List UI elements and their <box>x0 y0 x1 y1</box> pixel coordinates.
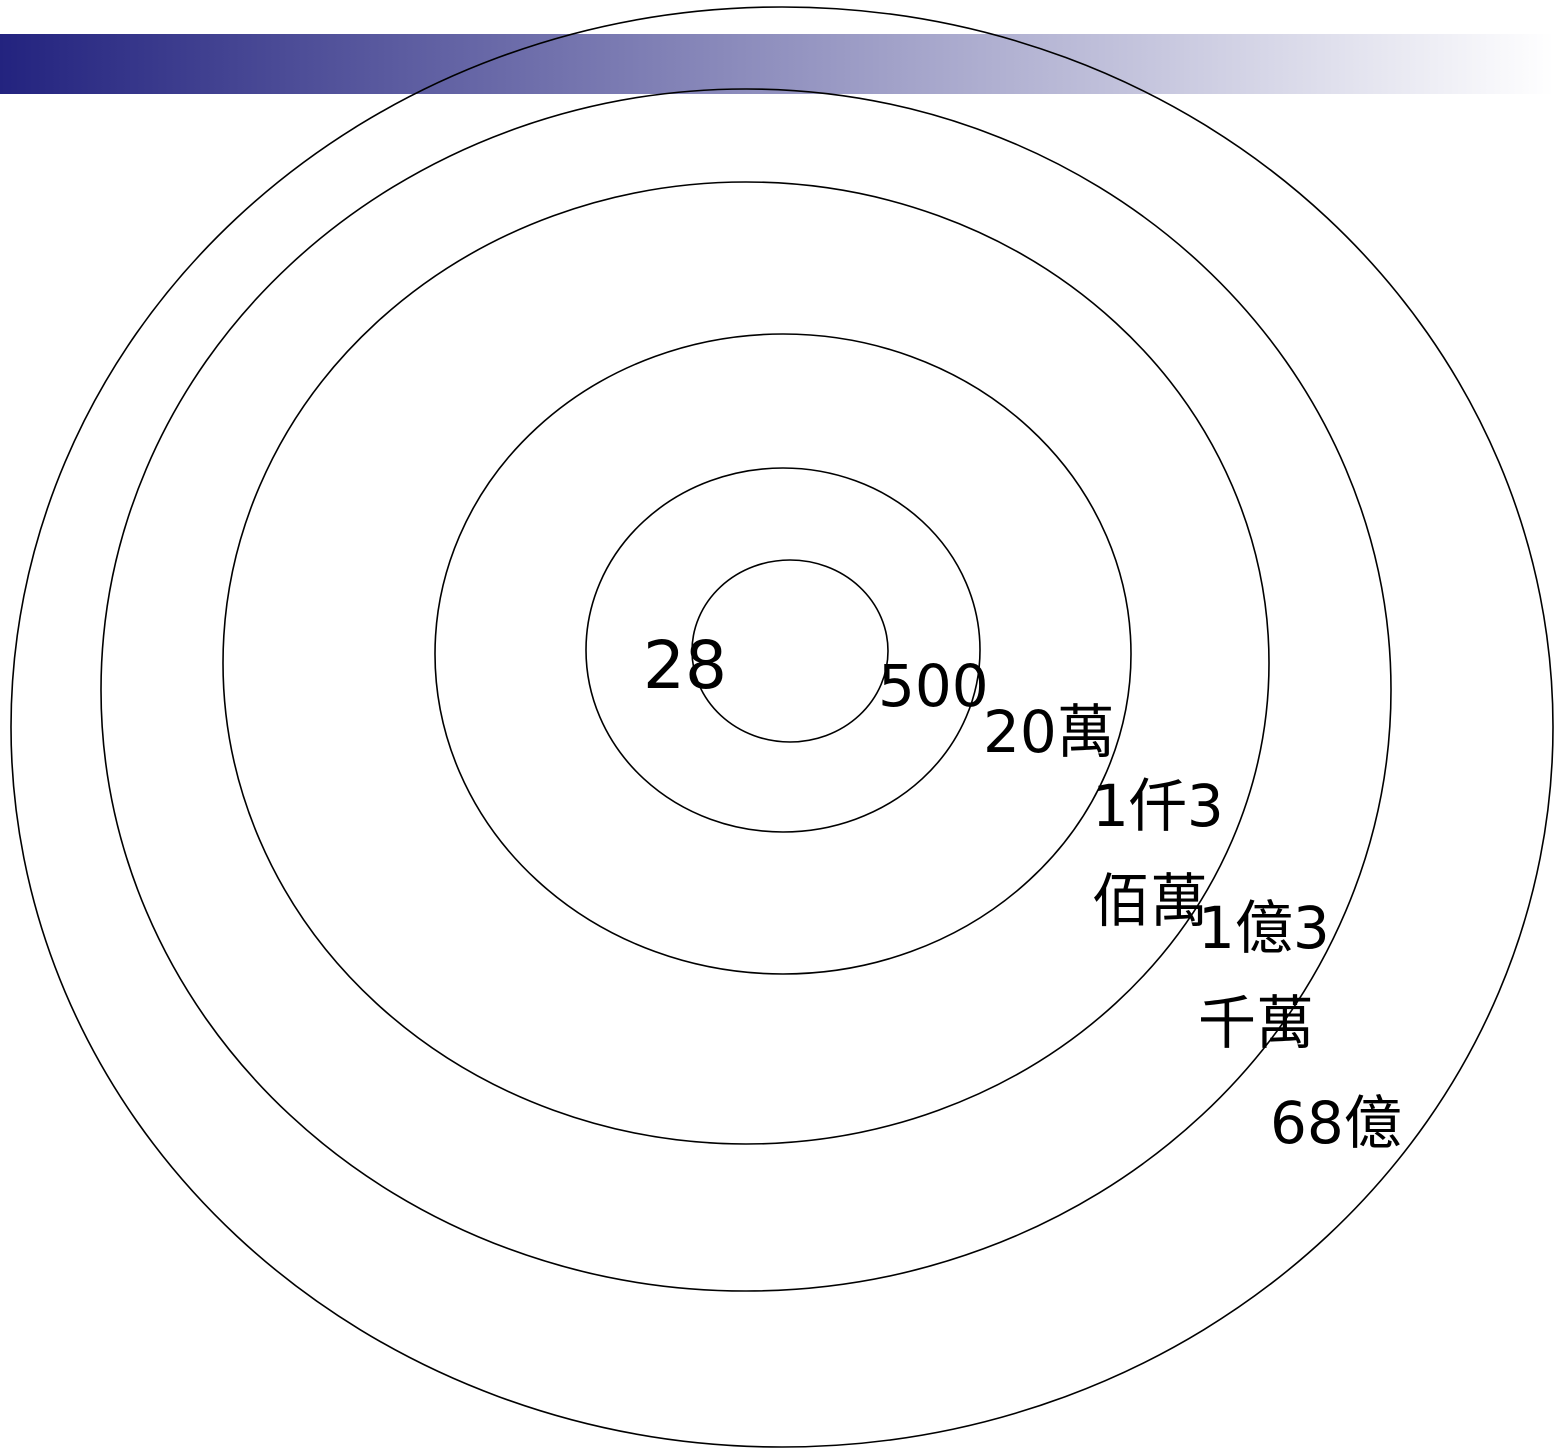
title-gradient-band <box>0 34 1554 94</box>
ring-5 <box>585 467 981 833</box>
ring-1-outermost <box>10 6 1554 1448</box>
ring-label-1yi3qian-wan-line1: 1億3 <box>1198 894 1330 962</box>
ring-label-500: 500 <box>878 652 989 720</box>
ring-label-20-wan: 20萬 <box>983 698 1115 766</box>
labels-layer: 28 500 20萬 1仟3 佰萬 1億3 千萬 68億 <box>643 627 1402 1157</box>
ring-label-1qian3bai-wan-line2: 佰萬 <box>1092 867 1208 935</box>
ring-3 <box>222 181 1270 1145</box>
ring-label-68-yi: 68億 <box>1270 1089 1402 1157</box>
rings-layer <box>10 6 1554 1448</box>
ring-4 <box>434 333 1132 975</box>
ring-label-1qian3bai-wan-line1: 1仟3 <box>1092 772 1224 840</box>
ring-label-1yi3qian-wan-line2: 千萬 <box>1198 989 1314 1057</box>
ring-2 <box>100 88 1392 1292</box>
ring-6-innermost <box>691 559 889 743</box>
ring-label-28: 28 <box>643 627 727 704</box>
